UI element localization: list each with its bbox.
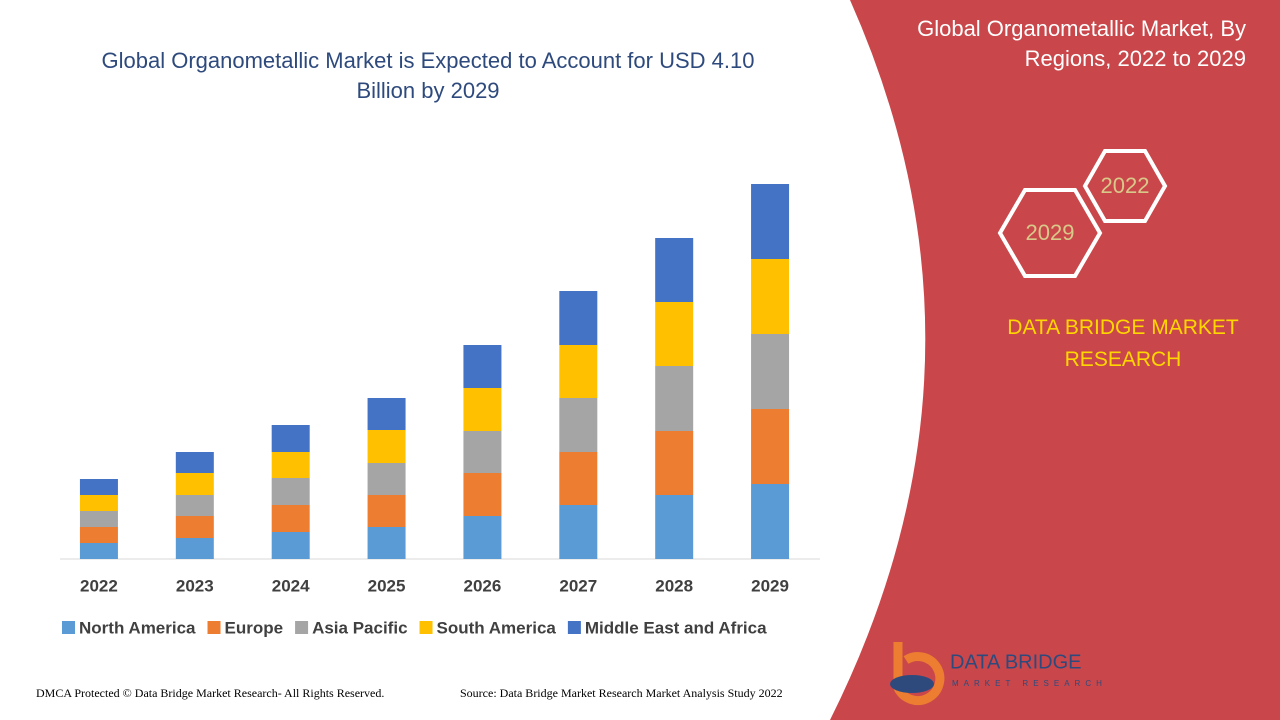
x-tick-label: 2026 xyxy=(464,576,502,595)
legend-swatch xyxy=(295,621,309,634)
bar-segment xyxy=(175,495,214,516)
bar-segment xyxy=(175,538,214,559)
bar-segment xyxy=(463,431,502,473)
x-tick-label: 2024 xyxy=(272,576,310,595)
legend-swatch xyxy=(207,621,221,634)
chart-title: Global Organometallic Market is Expected… xyxy=(101,48,755,103)
side-panel-bg xyxy=(830,0,1280,720)
bar-segment xyxy=(751,334,790,409)
bar-segment xyxy=(79,543,118,559)
bar-segment xyxy=(751,259,790,334)
x-tick-label: 2023 xyxy=(176,576,214,595)
legend-swatch xyxy=(567,621,581,634)
logo-tagline: MARKET RESEARCH xyxy=(952,679,1107,688)
bar-segment xyxy=(559,505,598,559)
legend-swatch xyxy=(62,621,75,634)
bar-segment xyxy=(79,511,118,527)
bar-segment xyxy=(367,527,406,559)
bar-segment xyxy=(271,425,310,452)
bar-segment xyxy=(655,238,694,302)
legend-swatch xyxy=(419,621,433,634)
bar-segment xyxy=(751,184,790,259)
x-tick-label: 2029 xyxy=(751,576,789,595)
footer-right: Source: Data Bridge Market Research Mark… xyxy=(460,686,783,700)
legend-label: Middle East and Africa xyxy=(585,618,767,637)
bar-segment xyxy=(463,473,502,516)
x-tick-label: 2028 xyxy=(655,576,693,595)
bar-segment xyxy=(79,479,118,495)
logo: DATA BRIDGE MARKET RESEARCH xyxy=(890,642,1107,705)
bar-segment xyxy=(367,495,406,527)
bar-segment xyxy=(271,505,310,532)
x-tick-label: 2027 xyxy=(559,576,597,595)
logo-name: DATA BRIDGE xyxy=(950,651,1082,673)
bar-segment xyxy=(271,452,310,478)
hex-year: 2022 xyxy=(1101,173,1150,198)
bar-segment xyxy=(463,388,502,431)
brand: DATA BRIDGE MARKET RESEARCH xyxy=(1007,316,1239,371)
logo-mark xyxy=(890,675,934,693)
bar-segment xyxy=(79,527,118,543)
hex-year: 2029 xyxy=(1026,220,1075,245)
bar-segment xyxy=(655,302,694,366)
footer-left: DMCA Protected © Data Bridge Market Rese… xyxy=(36,686,385,700)
bar-segment xyxy=(559,291,598,345)
legend-label: Asia Pacific xyxy=(312,618,407,637)
bar-segment xyxy=(175,516,214,538)
bar-segment xyxy=(175,473,214,495)
bar-segment xyxy=(463,345,502,388)
legend-label: South America xyxy=(437,618,557,637)
hexagon xyxy=(997,188,1103,278)
x-tick-label: 2025 xyxy=(368,576,406,595)
bar-segment xyxy=(751,409,790,484)
x-tick-label: 2022 xyxy=(80,576,118,595)
bar-segment xyxy=(559,398,598,452)
legend-label: Europe xyxy=(225,618,284,637)
bar-segment xyxy=(271,478,310,505)
bar-segment xyxy=(655,495,694,559)
bar-segment xyxy=(367,463,406,495)
hexagon xyxy=(1082,149,1168,223)
bar-segment xyxy=(367,398,406,430)
bar-segment xyxy=(559,452,598,505)
bar-segment xyxy=(175,452,214,473)
bar-segment xyxy=(79,495,118,511)
bar-segment xyxy=(655,366,694,431)
bar-segment xyxy=(655,431,694,495)
bar-segment xyxy=(751,484,790,559)
bar-segment xyxy=(463,516,502,559)
side-title: Global Organometallic Market, By Regions… xyxy=(917,16,1246,71)
bar-segment xyxy=(559,345,598,398)
legend-label: North America xyxy=(79,618,196,637)
bar-segment xyxy=(367,430,406,463)
logo-mark xyxy=(893,642,945,705)
bar-segment xyxy=(271,532,310,559)
